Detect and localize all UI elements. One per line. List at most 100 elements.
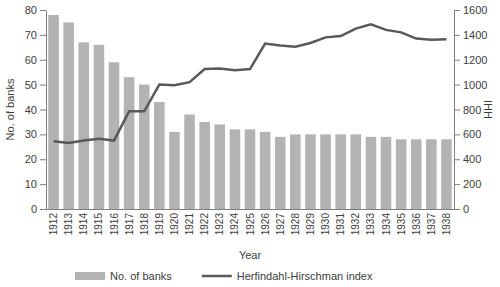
tick-mark <box>40 35 46 36</box>
tick-label: 40 <box>25 104 37 116</box>
tick-mark <box>40 159 46 160</box>
tick: 70 <box>25 29 46 41</box>
tick-label: 1929 <box>305 213 316 236</box>
tick: 20 <box>25 153 46 165</box>
tick: 1600 <box>454 4 487 16</box>
tick-label: 1916 <box>109 213 120 236</box>
tick: 40 <box>25 104 46 116</box>
y-axis-line <box>46 11 47 210</box>
tick: 1933 <box>365 209 376 235</box>
line <box>54 24 447 143</box>
tick-mark <box>454 184 460 185</box>
tick: 80 <box>25 4 46 16</box>
bar <box>441 139 452 209</box>
tick: 1914 <box>78 209 89 235</box>
tick-mark <box>454 60 460 61</box>
tick-mark <box>40 184 46 185</box>
legend: No. of banks Herfindahl-Hirschman index <box>75 270 373 282</box>
tick-label: 1937 <box>426 213 437 236</box>
bar <box>366 137 377 209</box>
tick: 1927 <box>275 209 286 235</box>
bar <box>305 134 316 209</box>
tick: 600 <box>454 128 481 140</box>
bar <box>78 42 89 209</box>
tick: 1936 <box>411 209 422 235</box>
tick-mark <box>454 35 460 36</box>
tick: 400 <box>454 153 481 165</box>
tick: 1921 <box>184 209 195 235</box>
tick-label: 600 <box>463 128 481 140</box>
tick-label: 1938 <box>441 213 452 236</box>
tick-mark <box>454 134 460 135</box>
tick: 0 <box>31 203 46 215</box>
tick-mark <box>40 209 46 210</box>
bar <box>350 134 361 209</box>
tick: 1912 <box>48 209 59 235</box>
tick-label: 1925 <box>245 213 256 236</box>
tick-label: 1914 <box>78 213 89 236</box>
tick-label: 1935 <box>396 213 407 236</box>
bar <box>184 114 195 209</box>
legend-item: No. of banks <box>75 270 172 282</box>
tick: 1925 <box>245 209 256 235</box>
tick-label: 1915 <box>93 213 104 236</box>
marks <box>48 15 451 209</box>
tick: 1400 <box>454 29 487 41</box>
tick-label: 70 <box>25 29 37 41</box>
bar <box>411 139 422 209</box>
tick: 1918 <box>139 209 150 235</box>
tick: 200 <box>454 178 481 190</box>
bar <box>169 132 180 209</box>
tick: 1200 <box>454 54 487 66</box>
bar <box>396 139 407 209</box>
tick-label: 80 <box>25 4 37 16</box>
x-axis: 1912191319141915191619171918191919201921… <box>47 209 455 235</box>
tick: 1916 <box>109 209 120 235</box>
tick-label: 400 <box>463 153 481 165</box>
legend-swatch <box>202 275 232 278</box>
legend-label: Herfindahl-Hirschman index <box>237 270 373 282</box>
tick-label: 10 <box>25 178 37 190</box>
tick-mark <box>454 209 460 210</box>
tick-label: 1927 <box>275 213 286 236</box>
bar <box>63 22 74 209</box>
bar <box>335 134 346 209</box>
tick-label: 1400 <box>463 29 487 41</box>
tick-label: 0 <box>31 203 37 215</box>
tick: 1932 <box>350 209 361 235</box>
tick-mark <box>40 60 46 61</box>
legend-label: No. of banks <box>110 270 172 282</box>
tick: 1935 <box>396 209 407 235</box>
bar <box>154 102 165 209</box>
legend-swatch <box>75 272 105 280</box>
bar <box>230 129 241 209</box>
tick-mark <box>454 10 460 11</box>
tick-label: 1922 <box>199 213 210 236</box>
tick-label: 0 <box>463 203 469 215</box>
tick: 60 <box>25 54 46 66</box>
tick: 1923 <box>214 209 225 235</box>
tick-label: 1928 <box>290 213 301 236</box>
tick-label: 1934 <box>381 213 392 236</box>
tick: 1928 <box>290 209 301 235</box>
tick: 1931 <box>335 209 346 235</box>
tick: 1934 <box>381 209 392 235</box>
bar-series <box>48 15 451 209</box>
tick-label: 50 <box>25 79 37 91</box>
legend-item: Herfindahl-Hirschman index <box>202 270 373 282</box>
bar <box>124 77 135 209</box>
tick-mark <box>40 85 46 86</box>
tick-label: 1936 <box>411 213 422 236</box>
tick-mark <box>40 110 46 111</box>
tick-label: 800 <box>463 104 481 116</box>
y-axis: 0 10 20 30 40 50 60 70 80 <box>25 4 47 215</box>
tick-label: 1933 <box>365 213 376 236</box>
tick-label: 1919 <box>154 213 165 236</box>
tick-label: 1000 <box>463 79 487 91</box>
tick-label: 20 <box>25 153 37 165</box>
tick: 30 <box>25 128 46 140</box>
tick-label: 1917 <box>124 213 135 236</box>
tick: 1917 <box>124 209 135 235</box>
tick-label: 1200 <box>463 54 487 66</box>
tick: 1938 <box>441 209 452 235</box>
